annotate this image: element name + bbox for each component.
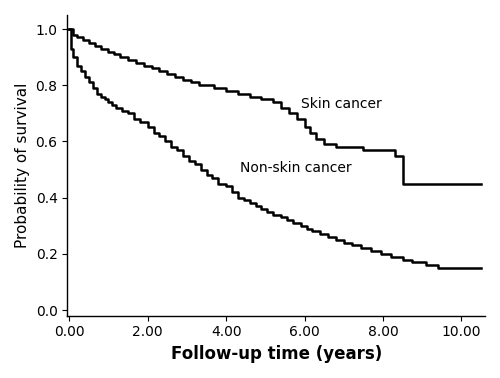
Text: Non-skin cancer: Non-skin cancer (240, 161, 352, 175)
Text: Skin cancer: Skin cancer (300, 97, 382, 111)
Y-axis label: Probability of survival: Probability of survival (15, 83, 30, 248)
X-axis label: Follow-up time (years): Follow-up time (years) (170, 345, 382, 363)
